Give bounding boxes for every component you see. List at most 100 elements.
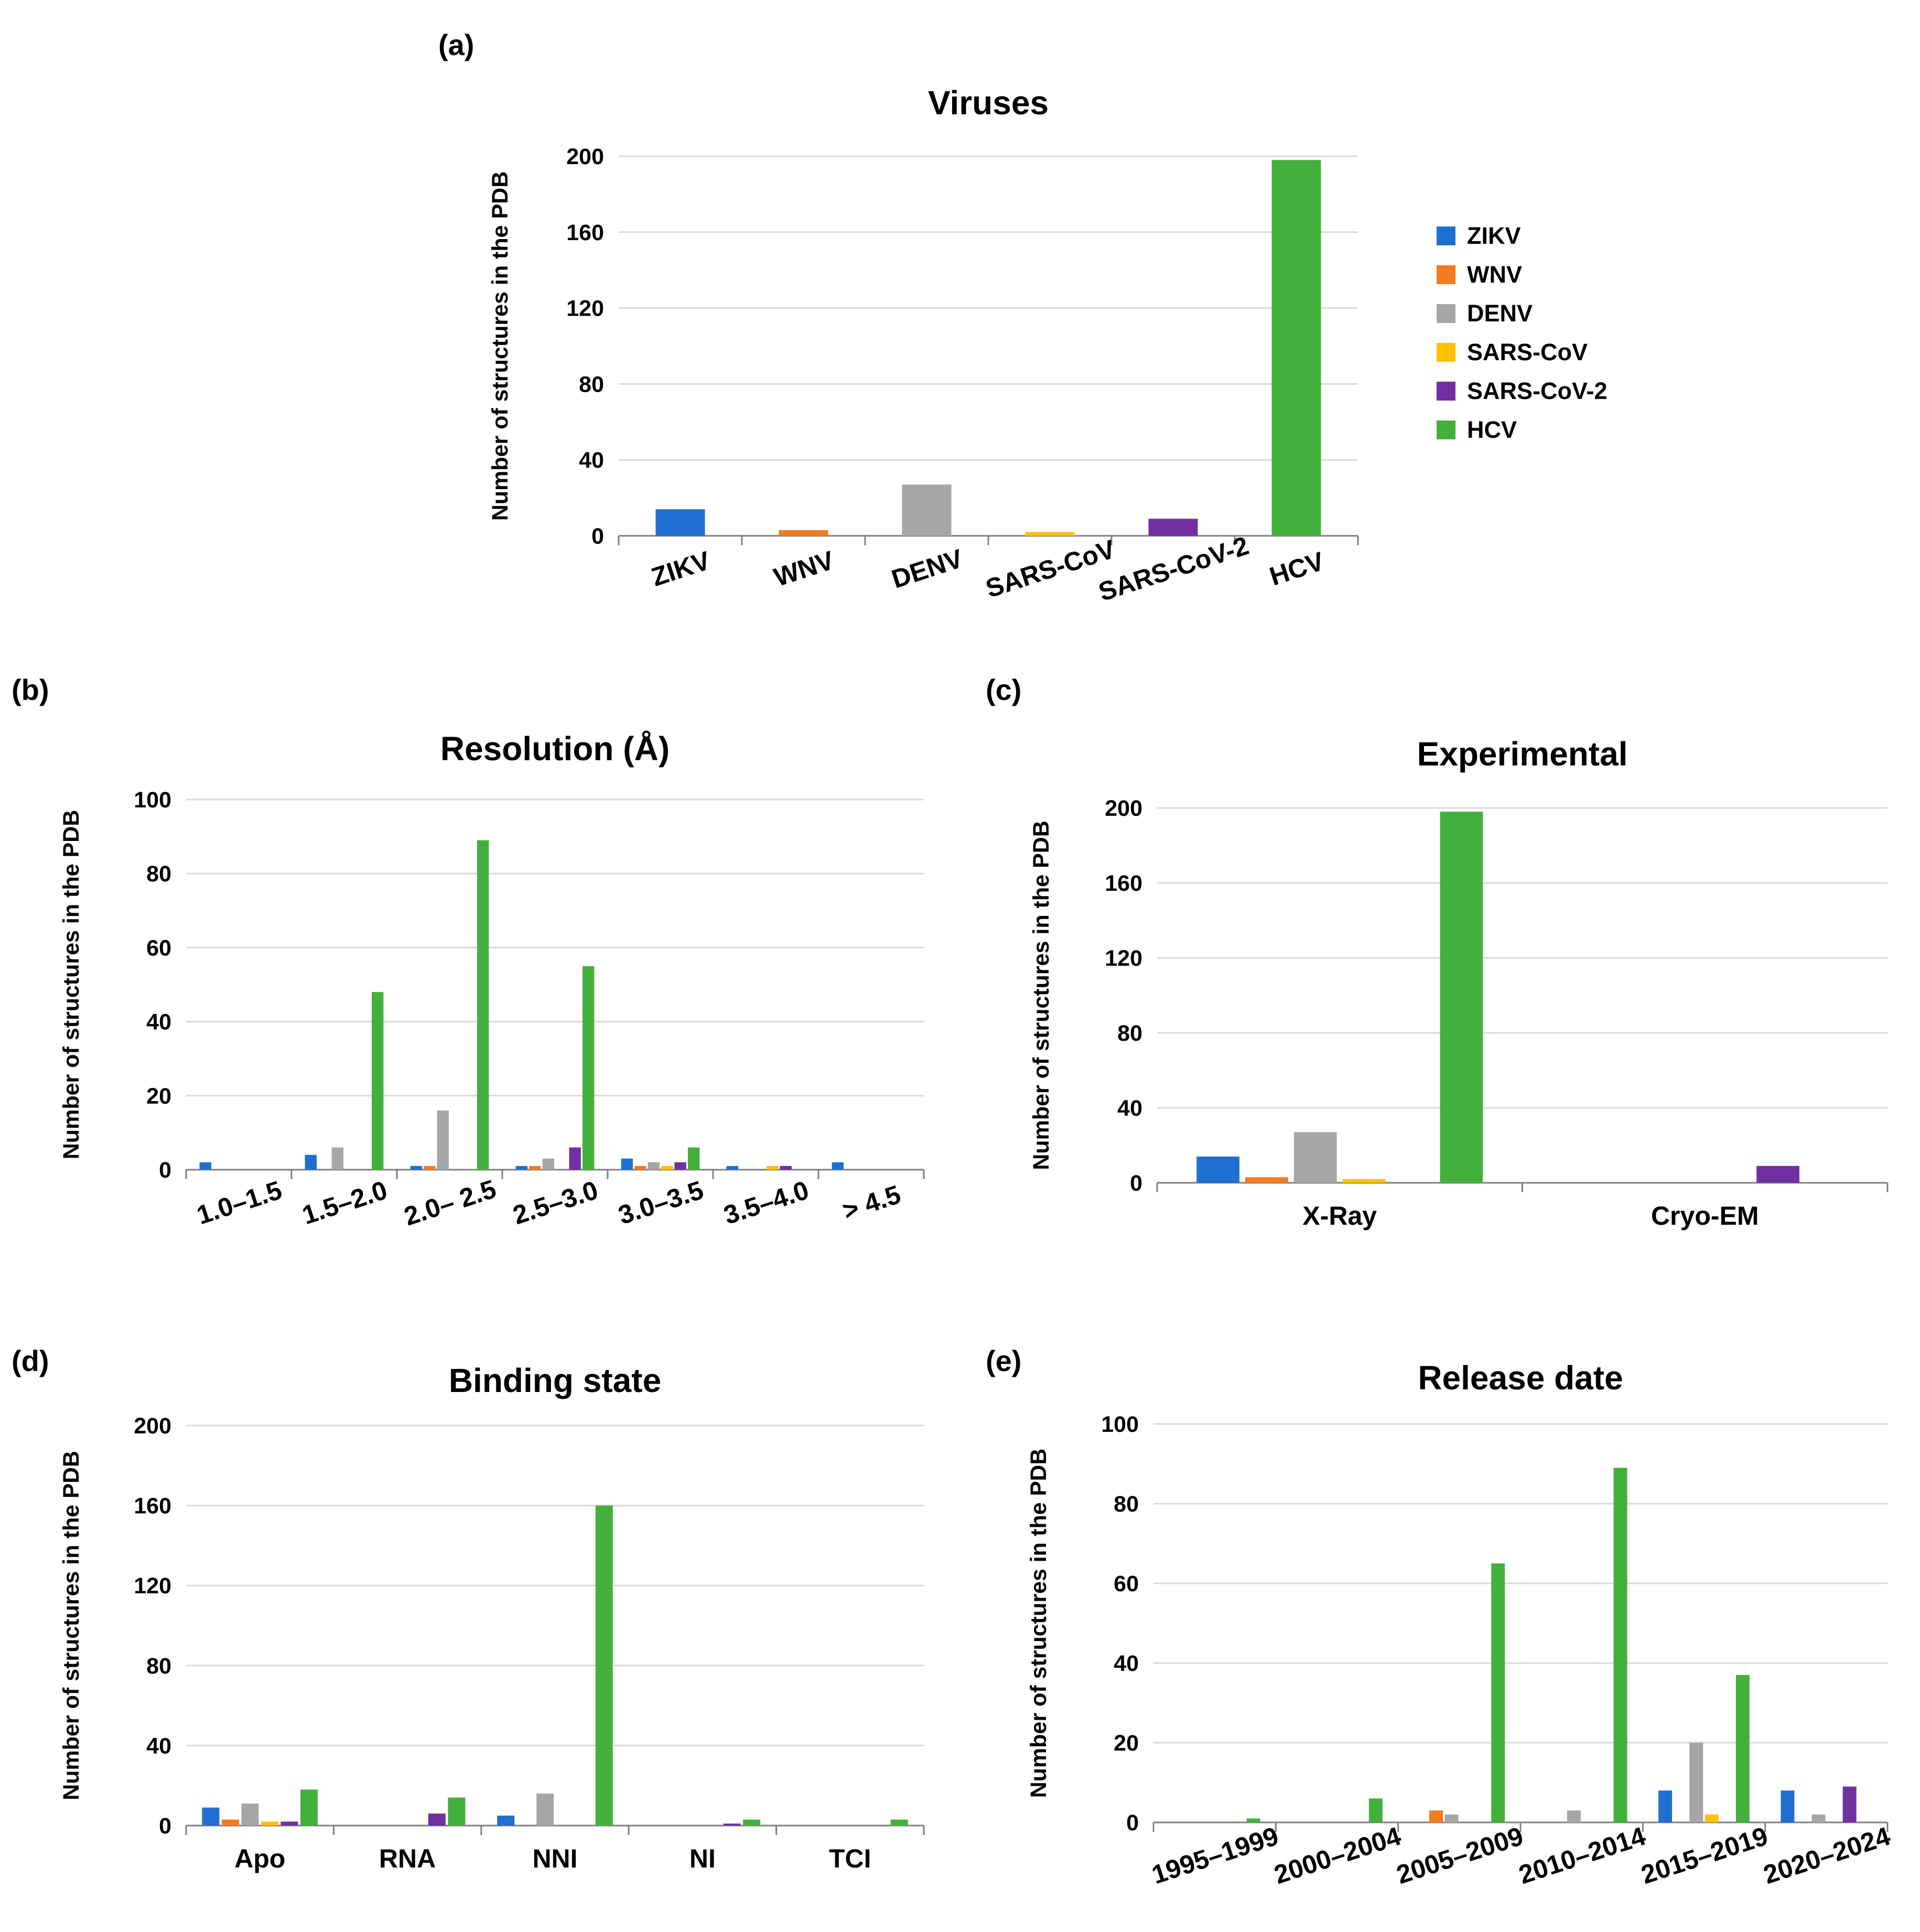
y-tick-label: 80	[146, 861, 171, 887]
panel-letter: (c)	[986, 673, 1021, 706]
y-tick-label: 0	[1126, 1810, 1139, 1836]
bar	[687, 1147, 700, 1170]
panel-letter: (a)	[438, 28, 474, 61]
x-tick-label: NI	[689, 1844, 716, 1873]
y-axis-label: Number of structures in the PDB	[488, 171, 513, 521]
bar	[1245, 1177, 1288, 1183]
legend-swatch	[1437, 420, 1455, 439]
bar	[1429, 1810, 1443, 1822]
panel-letter: (e)	[986, 1344, 1021, 1377]
x-tick-label: 2.5–3.0	[509, 1175, 601, 1230]
y-tick-label: 200	[1105, 796, 1142, 821]
bar	[1342, 1179, 1386, 1183]
y-tick-label: 160	[566, 220, 604, 245]
y-tick-label: 80	[146, 1654, 171, 1679]
bar	[410, 1165, 423, 1170]
x-tick-label: SARS-CoV	[982, 534, 1119, 603]
legend-item: ZIKV	[1437, 222, 1521, 249]
y-tick-label: 0	[1130, 1171, 1142, 1196]
legend-swatch	[1437, 226, 1455, 245]
bar	[424, 1165, 436, 1170]
y-axis-label: Number of structures in the PDB	[59, 1451, 84, 1800]
bar	[497, 1815, 515, 1826]
y-tick-label: 80	[1117, 1021, 1142, 1046]
y-tick-label: 40	[146, 1733, 171, 1758]
chart-panel: (a) Viruses Number of structures in the PD…	[438, 28, 1359, 607]
x-tick-label: HCV	[1266, 546, 1328, 591]
legend-item: SARS-CoV	[1437, 339, 1588, 365]
legend-item: WNV	[1437, 261, 1522, 288]
bar	[1705, 1814, 1719, 1822]
bar	[371, 992, 384, 1170]
x-tick-label: 2000–2004	[1270, 1821, 1405, 1890]
bar	[743, 1819, 761, 1826]
y-tick-label: 0	[591, 524, 604, 549]
x-tick-label: 2010–2014	[1515, 1821, 1649, 1890]
x-tick-label: 3.0–3.5	[614, 1175, 707, 1230]
y-axis-label: Number of structures in the PDB	[1029, 821, 1054, 1170]
bar	[1756, 1165, 1799, 1183]
y-tick-label: 0	[159, 1158, 171, 1183]
bar	[437, 1110, 449, 1170]
bar	[674, 1162, 686, 1170]
y-tick-label: 40	[579, 448, 604, 473]
bar	[1440, 812, 1483, 1183]
chart-title: Viruses	[928, 84, 1049, 122]
legend-label: DENV	[1467, 300, 1533, 327]
bar	[648, 1162, 660, 1170]
x-tick-label: 1995–1999	[1148, 1821, 1282, 1890]
y-tick-label: 60	[1114, 1571, 1139, 1596]
x-tick-label: DENV	[888, 544, 967, 594]
y-tick-label: 80	[1114, 1492, 1139, 1517]
bar	[1735, 1675, 1750, 1822]
legend-label: HCV	[1467, 416, 1517, 443]
bar	[1842, 1786, 1857, 1822]
bar	[890, 1819, 908, 1826]
legend-label: WNV	[1467, 261, 1522, 288]
y-tick-label: 200	[134, 1413, 171, 1439]
bar	[1196, 1156, 1239, 1183]
bar	[780, 1165, 792, 1170]
bar	[1246, 1818, 1260, 1822]
legend-swatch	[1437, 304, 1455, 323]
y-tick-label: 20	[1114, 1731, 1139, 1756]
y-tick-label: 100	[134, 787, 171, 813]
bar	[202, 1807, 220, 1826]
bar	[569, 1147, 581, 1170]
bar	[1025, 532, 1075, 536]
y-tick-label: 60	[146, 935, 171, 960]
x-tick-label: WNV	[770, 545, 838, 592]
bar	[221, 1819, 239, 1826]
bar	[261, 1821, 278, 1826]
bar	[726, 1165, 739, 1170]
y-tick-label: 40	[1114, 1651, 1139, 1676]
bar	[621, 1158, 633, 1170]
y-tick-label: 160	[134, 1494, 171, 1519]
bar	[1567, 1810, 1581, 1822]
bar	[1148, 519, 1198, 536]
bar	[655, 509, 705, 536]
y-tick-label: 200	[566, 144, 604, 169]
x-tick-label: 2005–2009	[1393, 1821, 1527, 1890]
legend-item: SARS-CoV-2	[1437, 377, 1608, 404]
y-tick-label: 80	[579, 372, 604, 397]
bar	[529, 1165, 541, 1170]
x-tick-label: 2020–2024	[1760, 1821, 1894, 1890]
y-tick-label: 120	[134, 1573, 171, 1599]
chart-panel: (d) Binding state Number of structures in …	[12, 1344, 925, 1873]
legend-item: HCV	[1437, 416, 1517, 443]
bar	[595, 1505, 613, 1826]
bar	[634, 1165, 646, 1170]
chart-panel: (e) Release date Number of structures in t…	[986, 1344, 1894, 1890]
x-tick-label: 3.5–4.0	[720, 1175, 812, 1230]
bar	[448, 1797, 466, 1826]
bar	[428, 1814, 446, 1826]
bar	[723, 1823, 741, 1826]
chart-panel: (c) Experimental Number of structures in t…	[986, 673, 1889, 1231]
bar	[536, 1793, 554, 1826]
chart-panel: (b) Resolution (Å) Number of structures in…	[12, 673, 925, 1231]
x-tick-label: Cryo-EM	[1651, 1201, 1759, 1231]
chart-title: Experimental	[1417, 735, 1628, 773]
legend-label: SARS-CoV-2	[1467, 377, 1608, 404]
x-tick-label: ZIKV	[648, 545, 714, 592]
